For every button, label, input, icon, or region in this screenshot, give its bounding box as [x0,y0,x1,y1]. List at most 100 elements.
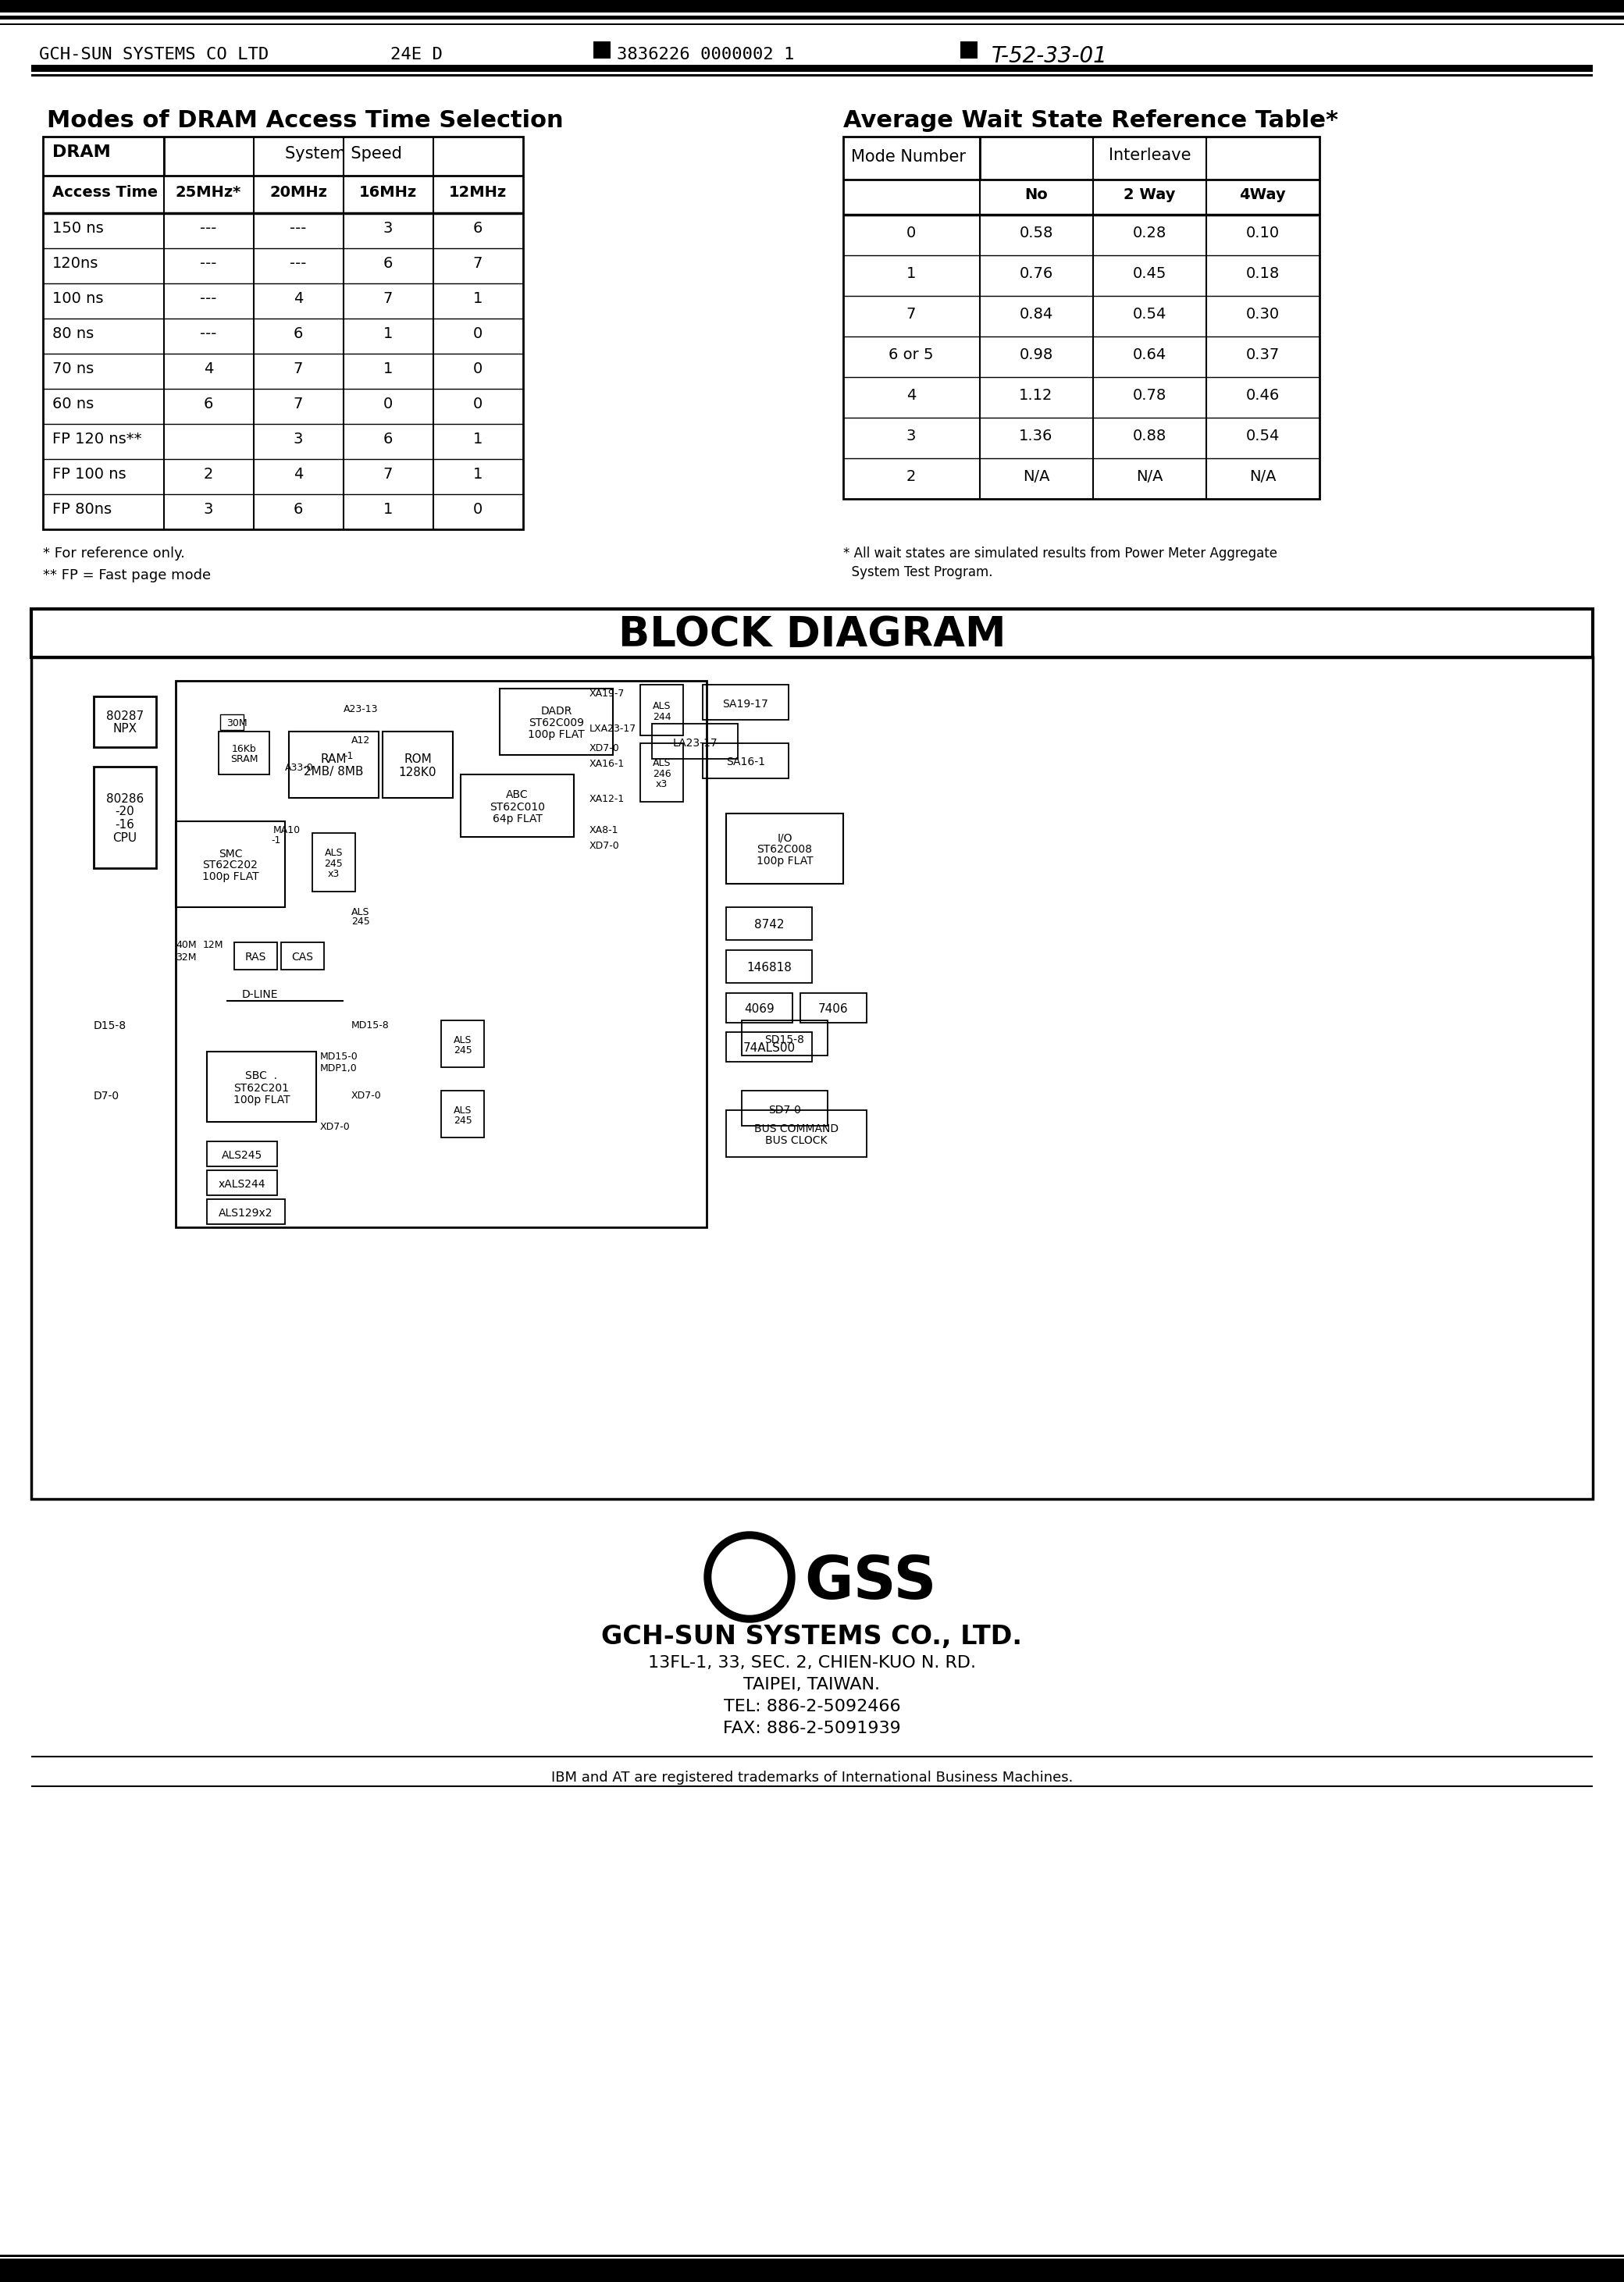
Text: GCH-SUN SYSTEMS CO LTD: GCH-SUN SYSTEMS CO LTD [39,48,270,62]
Text: N/A: N/A [1023,470,1049,484]
Text: A23-13: A23-13 [344,705,378,714]
Bar [312,833,356,892]
Text: 0.46: 0.46 [1246,388,1280,404]
Text: FP 120 ns**: FP 120 ns** [52,431,141,447]
Text: 100p FLAT: 100p FLAT [234,1093,291,1104]
Text: ALS: ALS [351,908,370,917]
Bar [0,0,1624,11]
Text: 1: 1 [383,361,393,377]
Bar [175,822,284,908]
Text: ---: --- [200,221,218,235]
Text: 4: 4 [906,388,916,404]
Text: XA12-1: XA12-1 [590,794,625,803]
Text: 245: 245 [453,1116,473,1125]
Text: XA8-1: XA8-1 [590,826,619,835]
Text: 16Kb: 16Kb [232,744,257,753]
Bar [0,2255,1624,2257]
Bar [31,609,1593,657]
Bar [442,1091,484,1136]
Text: 30M: 30M [226,719,247,728]
Text: 4: 4 [203,361,213,377]
Text: 2MB/ 8MB: 2MB/ 8MB [304,767,364,778]
Text: 0: 0 [473,326,482,342]
Text: 1.12: 1.12 [1020,388,1052,404]
Bar [640,744,684,801]
Text: Average Wait State Reference Table*: Average Wait State Reference Table* [843,110,1338,132]
Text: 245: 245 [325,858,343,869]
Text: SD15-8: SD15-8 [765,1034,804,1045]
Bar [726,949,812,984]
Text: MD15-0: MD15-0 [320,1052,359,1061]
Text: 128K0: 128K0 [400,767,437,778]
Text: 150 ns: 150 ns [52,221,104,235]
Text: 3: 3 [203,502,213,516]
Bar [219,733,270,774]
Text: RAM: RAM [320,753,348,764]
Text: 1: 1 [383,326,393,342]
Text: ---: --- [200,292,218,306]
Bar [94,767,156,867]
Text: ABC: ABC [507,790,528,801]
Text: 0: 0 [383,397,393,411]
Text: 0: 0 [473,397,482,411]
Text: 3: 3 [294,431,304,447]
Text: N/A: N/A [1249,470,1276,484]
Text: 6 or 5: 6 or 5 [888,347,934,363]
Text: SRAM: SRAM [231,755,258,764]
Text: XD7-0: XD7-0 [590,744,620,753]
Text: 8742: 8742 [754,920,784,931]
Bar [221,714,244,730]
Bar [31,64,1593,71]
Text: 16MHz: 16MHz [359,185,417,201]
Text: LA23-17: LA23-17 [672,737,718,748]
Bar [0,16,1624,21]
Text: 40M: 40M [175,940,197,949]
Text: XD7-0: XD7-0 [320,1123,351,1132]
Text: 146818: 146818 [747,963,791,974]
Bar [206,1141,278,1166]
Text: NPX: NPX [112,723,136,735]
Text: 6: 6 [383,256,393,272]
Text: -16: -16 [115,819,135,831]
Text: ST62C008: ST62C008 [757,844,812,856]
Text: ST62C202: ST62C202 [203,860,258,872]
Text: 80 ns: 80 ns [52,326,94,342]
Text: 6: 6 [473,221,482,235]
Text: 0: 0 [906,226,916,240]
Bar [801,993,867,1022]
Text: SA16-1: SA16-1 [726,758,765,767]
Text: 60 ns: 60 ns [52,397,94,411]
Text: SA19-17: SA19-17 [723,698,768,710]
Bar [206,1171,278,1196]
Bar [640,685,684,735]
Text: MD15-8: MD15-8 [351,1020,390,1031]
Text: SMC: SMC [218,849,242,858]
Text: TEL: 886-2-5092466: TEL: 886-2-5092466 [724,1698,900,1714]
Text: 7: 7 [294,397,304,411]
Bar [651,723,737,760]
Text: 80287: 80287 [106,710,143,721]
Text: 4069: 4069 [744,1004,775,1015]
Text: 0.30: 0.30 [1246,306,1280,322]
Text: CPU: CPU [112,833,136,844]
Text: MDP1,0: MDP1,0 [320,1063,357,1073]
Text: Mode Number: Mode Number [851,148,966,164]
Text: 1: 1 [473,468,482,482]
Text: Modes of DRAM Access Time Selection: Modes of DRAM Access Time Selection [47,110,564,132]
Text: -1: -1 [271,835,281,847]
Text: D7-0: D7-0 [94,1091,120,1102]
Text: FP 80ns: FP 80ns [52,502,112,516]
Bar [289,733,378,799]
Text: 3: 3 [906,429,916,443]
Text: 12MHz: 12MHz [448,185,507,201]
Text: 0.78: 0.78 [1132,388,1166,404]
Bar [593,41,611,59]
Text: 120ns: 120ns [52,256,99,272]
Bar [206,1052,317,1123]
Text: 6: 6 [203,397,213,411]
Text: 2: 2 [906,470,916,484]
Text: 0.10: 0.10 [1246,226,1280,240]
Text: Interleave: Interleave [1109,148,1190,164]
Text: 0.64: 0.64 [1132,347,1166,363]
Text: ---: --- [291,256,307,272]
